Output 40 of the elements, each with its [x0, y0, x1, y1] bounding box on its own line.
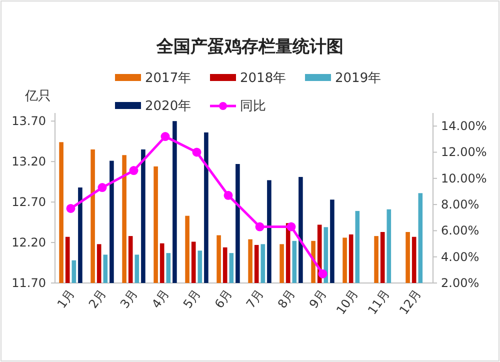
x-tick-label: 2月: [86, 286, 109, 311]
x-tick-label: 3月: [117, 286, 140, 311]
x-tick-label: 11月: [365, 286, 392, 318]
x-tick-label: 4月: [148, 286, 172, 311]
y-tick-label: 11.70: [12, 276, 46, 290]
y2-tick-label: 12.00%: [441, 145, 487, 160]
legend-label: 2020年: [145, 99, 192, 114]
point: [98, 183, 107, 192]
point: [224, 190, 233, 200]
point: [286, 222, 296, 232]
y2-tick-label: 2.00%: [441, 276, 480, 290]
chart-title: 全国产蛋鸡存栏量统计图: [156, 37, 344, 57]
legend-label: 2017年: [145, 71, 192, 86]
y-axis-title: 亿只: [24, 89, 51, 104]
legend-label: 2019年: [335, 71, 382, 86]
point: [255, 222, 264, 232]
x-tick-label: 5月: [180, 286, 204, 311]
y2-tick-label: 10.00%: [441, 171, 487, 186]
point: [160, 132, 170, 142]
y-tick-label: 13.70: [12, 114, 46, 128]
y-tick-label: 13.20: [12, 154, 46, 169]
x-tick-label: 9月: [306, 286, 330, 311]
y2-tick-label: 6.00%: [441, 224, 480, 238]
legend-label: 同比: [240, 99, 266, 114]
x-tick-label: 12月: [396, 286, 424, 318]
x-tick-label: 1月: [54, 286, 78, 311]
point: [192, 148, 202, 157]
y2-tick-label: 14.00%: [441, 119, 487, 134]
point: [129, 166, 138, 176]
y-tick-label: 12.20: [12, 236, 46, 250]
x-tick-label: 7月: [243, 286, 266, 311]
y2-tick-label: 4.00%: [441, 250, 480, 264]
legend-label: 2018年: [240, 71, 286, 86]
x-tick-label: 6月: [212, 286, 235, 311]
y2-tick-label: 8.00%: [441, 198, 480, 212]
point: [318, 269, 328, 278]
point: [66, 204, 76, 213]
x-tick-label: 8月: [274, 286, 298, 311]
x-tick-label: 10月: [334, 286, 361, 318]
y-tick-label: 12.70: [12, 195, 46, 210]
